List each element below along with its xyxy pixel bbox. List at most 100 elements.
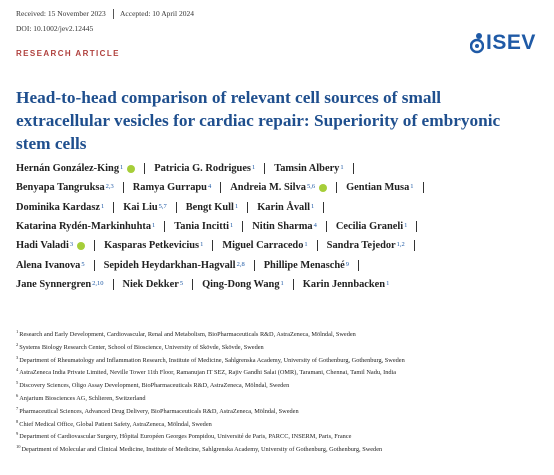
logo: ISEV <box>486 31 536 54</box>
author-name: Hadi Valadi <box>16 240 69 252</box>
affiliation-number: 10 <box>16 444 21 450</box>
affiliation-text: Discovery Sciences, Oligo Assay Developm… <box>19 382 290 390</box>
author-name: Patricia G. Rodrigues <box>154 163 251 174</box>
affiliation-number: 7 <box>16 405 19 411</box>
author-line: Dominika Kardasz 1 Kai Liu 5,7 Bengt Kull 1 Ka… <box>16 201 333 213</box>
orcid-icon <box>319 183 328 192</box>
affiliation-number: 1 <box>16 329 19 334</box>
separator <box>242 220 244 232</box>
logo-icon <box>470 33 484 54</box>
separator <box>316 240 318 252</box>
author-name: Alena Ivanova <box>16 259 81 271</box>
affiliation-text: Pharmaceutical Sciences, Advanced Drug D… <box>19 407 299 415</box>
author-line: Hadi Valadi 3 Kasparas Petkevicius 1 Miguel … <box>16 240 424 252</box>
affiliation: 9Department of Cardiovascular Surgery, H… <box>16 431 351 440</box>
affiliation: 1Research and Early Development, Cardiov… <box>16 329 356 338</box>
author-line: Jane Synnergren 2,10 Niek Dekker 5 Qing-Dong… <box>16 278 389 290</box>
separator <box>358 259 360 271</box>
author-affiliation: 1 <box>200 241 204 249</box>
separator <box>93 259 95 271</box>
separator <box>413 240 415 252</box>
author-affiliation: 1 <box>120 164 124 171</box>
title: Head-to-head comparison of relevant cell… <box>16 88 501 153</box>
affiliation-text: Department of Rheumatology and Inflammat… <box>19 356 405 364</box>
author-affiliation: 1 <box>340 164 344 171</box>
orcid-icon <box>127 164 136 173</box>
author-affiliation: 5,6 <box>306 183 316 191</box>
affiliation: 5Discovery Sciences, Oligo Assay Develop… <box>16 380 289 389</box>
author-name: Cecilia Graneli <box>335 220 404 232</box>
affiliation-text: Research and Early Development, Cardiova… <box>19 331 356 339</box>
author-name: Kasparas Petkevicius <box>104 240 200 252</box>
author-name: Hernán González-King <box>16 163 120 174</box>
author-affiliation: 2,8 <box>236 260 245 268</box>
author-affiliation: 1 <box>280 279 284 287</box>
author-line: Hernán González-King 1 Patricia G. Rodrigu… <box>16 163 363 174</box>
author-name: Kai Liu <box>123 201 158 213</box>
author-affiliation: 1 <box>410 183 414 191</box>
author-affiliation: 2,3 <box>105 183 114 191</box>
author-affiliation: 4 <box>207 183 212 191</box>
separator <box>292 278 294 290</box>
separator <box>416 220 418 232</box>
separator <box>352 163 354 174</box>
author-name: Benyapa Tangruksa <box>16 182 105 194</box>
author-affiliation: 1 <box>304 241 308 249</box>
article-type: RESEARCH ARTICLE <box>16 49 120 58</box>
author-name: Phillipe Menasché <box>263 259 345 271</box>
author-affiliation: 3 <box>69 241 74 249</box>
separator <box>164 220 166 232</box>
affiliation-text: Systems Biology Research Center, School … <box>19 343 264 351</box>
separator <box>192 278 194 290</box>
separator <box>175 201 177 213</box>
author-affiliation: 1 <box>101 202 105 210</box>
orcid-icon <box>77 241 86 250</box>
author-affiliation: 2,10 <box>92 279 104 287</box>
affiliation-text: Department of Cardiovascular Surgery, Hô… <box>19 433 352 441</box>
author-affiliation: 1 <box>251 164 256 171</box>
author-name: Dominika Kardasz <box>16 201 100 213</box>
separator <box>122 182 124 194</box>
affiliation-number: 8 <box>16 418 19 424</box>
separator <box>323 201 325 213</box>
author-affiliation: 9 <box>345 260 350 268</box>
author-name: Katarina Rydén-Markinhuhta <box>16 220 152 232</box>
separator <box>144 163 146 174</box>
author-name: Miguel Carracedo <box>222 240 304 252</box>
author-affiliation: 5,7 <box>158 202 167 210</box>
author-affiliation: 5 <box>81 260 85 268</box>
separator <box>220 182 222 194</box>
author-name: Nitin Sharma <box>252 220 313 232</box>
separator <box>112 278 114 290</box>
author-name: Gentian Musa <box>346 182 410 194</box>
affiliation: 6Anjarium Biosciences AG, Schlieren, Swi… <box>16 393 146 402</box>
affiliation-text: AstraZeneca India Private Limited, Nevil… <box>19 369 397 377</box>
author-name: Sandra Tejedor <box>326 240 396 252</box>
author-name: Bengt Kull <box>185 201 234 213</box>
author-name: Karin Jennbacken <box>302 278 386 290</box>
received: Received: 15 November 2023 <box>16 9 106 18</box>
affiliation-number: 5 <box>16 380 19 386</box>
affiliation: 4AstraZeneca India Private Limited, Nevi… <box>16 367 396 376</box>
author-name: Tamsin Albery <box>274 163 340 174</box>
affiliation-text: Anjarium Biosciences AG, Schlieren, Swit… <box>19 395 146 403</box>
doi: DOI: 10.1002/jev2.12445 <box>16 24 94 33</box>
author-name: Ramya Gurrapu <box>132 182 207 194</box>
author-affiliation: 4 <box>313 221 317 229</box>
author-name: Karin Åvall <box>257 201 311 213</box>
affiliation-number: 4 <box>16 367 19 373</box>
author-affiliation: 1 <box>404 221 408 229</box>
author-name: Jane Synnergren <box>16 278 92 290</box>
author-affiliation: 1 <box>152 221 156 229</box>
separator <box>212 240 214 252</box>
author-name: Qing-Dong Wang <box>202 278 280 290</box>
author-affiliation: 1 <box>230 221 234 229</box>
affiliation: 10Department of Molecular and Clinical M… <box>16 444 382 453</box>
accepted: Accepted: 10 April 2024 <box>120 9 194 18</box>
author-affiliation: 5 <box>179 279 184 287</box>
separator <box>113 201 115 213</box>
author-line: Alena Ivanova 5 Sepideh Heydarkhan-Hagvall… <box>16 259 368 271</box>
affiliation: 8Chief Medical Office, Global Patient Sa… <box>16 419 212 428</box>
author-affiliation: 1 <box>234 202 239 210</box>
